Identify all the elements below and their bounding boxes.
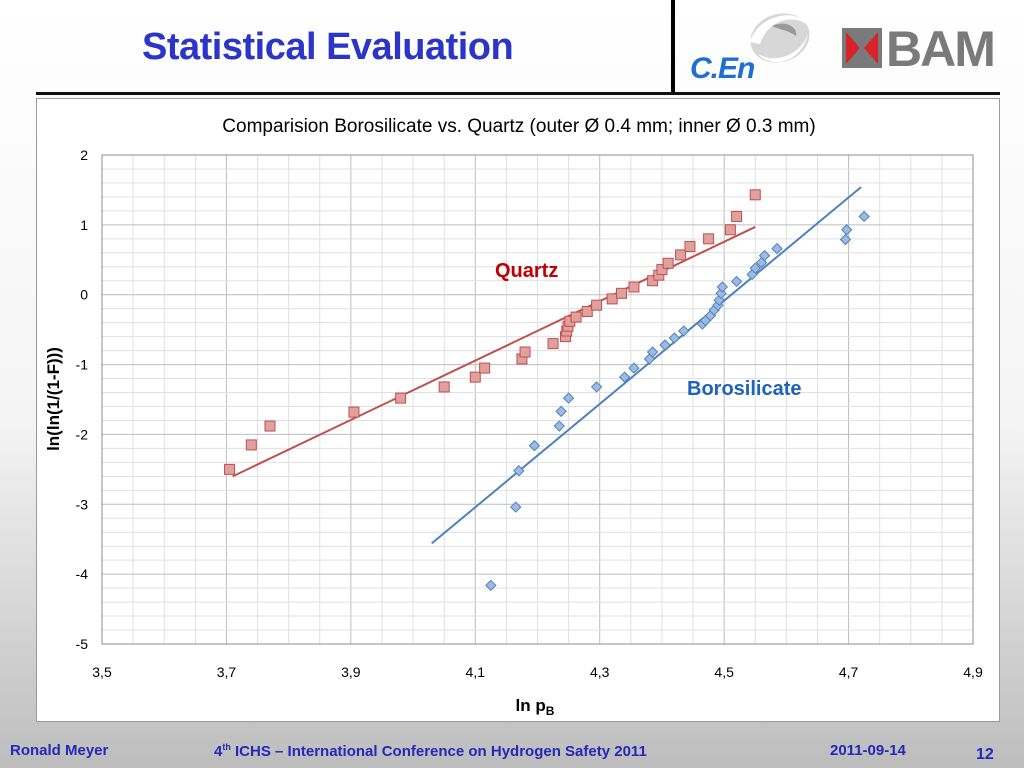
footer-conference: 4th ICHS – International Conference on H… xyxy=(214,742,647,760)
plot-area-border xyxy=(101,154,974,645)
borosilicate-point xyxy=(562,392,575,404)
borosilicate-point xyxy=(528,439,541,452)
borosilicate-point xyxy=(659,339,671,351)
x-axis-label: ln pB xyxy=(516,696,555,718)
borosilicate-point xyxy=(555,405,567,418)
quartz-fit-line xyxy=(232,226,756,478)
x-tick-label: 4,9 xyxy=(963,664,983,680)
y-tick-label: -1 xyxy=(76,357,89,373)
quartz-point xyxy=(395,392,407,404)
quartz-point xyxy=(656,264,668,276)
quartz-point xyxy=(264,420,276,432)
y-tick-label: -4 xyxy=(76,566,89,582)
quartz-point xyxy=(703,233,715,245)
bam-logo-icon xyxy=(842,28,882,68)
borosilicate-series xyxy=(431,186,870,592)
y-tick-labels: 2 1 0 -1 -2 -3 -4 -5 xyxy=(76,147,89,652)
borosilicate-point xyxy=(758,249,771,262)
borosilicate-point xyxy=(553,420,565,432)
chart-title: Comparision Borosilicate vs. Quartz (out… xyxy=(222,116,815,137)
borosilicate-point xyxy=(840,224,853,236)
footer-author: Ronald Meyer xyxy=(10,742,109,759)
page-number: 12 xyxy=(976,746,994,763)
x-tick-label: 4,1 xyxy=(466,664,486,680)
borosilicate-point xyxy=(749,262,761,274)
quartz-point xyxy=(581,305,593,317)
quartz-point xyxy=(647,275,659,287)
bam-logo-text: BAM xyxy=(886,21,996,77)
borosilicate-point xyxy=(716,281,728,293)
borosilicate-point xyxy=(618,371,631,383)
series-layer xyxy=(224,186,870,592)
quartz-point xyxy=(628,281,640,293)
footer-conference-num: 4 xyxy=(214,743,223,760)
footer-conference-rest: ICHS – International Conference on Hydro… xyxy=(230,743,647,760)
y-tick-label: -2 xyxy=(76,426,89,442)
borosilicate-point xyxy=(668,332,681,344)
y-tick-label: 0 xyxy=(80,287,88,303)
x-tick-label: 4,3 xyxy=(590,664,610,680)
x-tick-labels: 3,5 3,7 3,9 4,1 4,3 4,5 4,7 4,9 xyxy=(92,664,983,680)
quartz-point xyxy=(245,439,257,451)
x-tick-label: 4,7 xyxy=(839,664,859,680)
quartz-point xyxy=(731,210,743,222)
header-divider-horizontal xyxy=(36,92,1000,95)
quartz-point xyxy=(469,371,481,383)
borosilicate-point xyxy=(628,362,640,374)
grid xyxy=(101,154,974,645)
borosilicate-point xyxy=(646,346,659,358)
y-tick-label: -5 xyxy=(76,636,89,652)
cen-logo-icon xyxy=(750,13,810,63)
y-tick-label: -3 xyxy=(76,496,89,512)
borosilicate-point xyxy=(858,210,870,223)
borosilicate-annotation: Borosilicate xyxy=(687,378,801,400)
borosilicate-point xyxy=(771,242,783,255)
quartz-point xyxy=(662,257,674,269)
y-tick-label: 2 xyxy=(80,147,88,163)
quartz-point xyxy=(615,287,627,299)
chart: Comparision Borosilicate vs. Quartz (out… xyxy=(44,116,983,718)
borosilicate-point xyxy=(513,465,525,477)
borosilicate-point xyxy=(510,501,522,513)
chart-frame: Comparision Borosilicate vs. Quartz (out… xyxy=(36,98,1000,722)
borosilicate-point xyxy=(677,325,690,337)
quartz-point xyxy=(479,362,491,374)
x-axis-label-sub: B xyxy=(546,704,555,718)
header-divider-vertical xyxy=(671,0,675,94)
quartz-point xyxy=(224,463,236,475)
borosilicate-point xyxy=(730,275,743,288)
borosilicate-point xyxy=(590,381,603,393)
x-tick-label: 4,5 xyxy=(714,664,734,680)
quartz-point xyxy=(547,338,559,350)
quartz-point xyxy=(724,224,736,236)
borosilicate-point xyxy=(839,233,852,246)
quartz-annotation: Quartz xyxy=(495,260,558,282)
footer-date: 2011-09-14 xyxy=(830,742,906,759)
slide-title: Statistical Evaluation xyxy=(142,26,514,68)
x-axis-label-main: ln p xyxy=(516,696,546,715)
y-axis-label: ln(ln(1/(1-F))) xyxy=(44,347,63,451)
y-tick-label: 1 xyxy=(80,217,88,233)
borosilicate-fit-line xyxy=(431,186,862,545)
x-tick-label: 3,7 xyxy=(217,664,237,680)
quartz-point xyxy=(606,293,618,305)
footer-conference-sup: th xyxy=(222,742,231,752)
quartz-point xyxy=(438,381,450,393)
quartz-point xyxy=(684,241,696,253)
quartz-series xyxy=(224,189,761,478)
cen-logo-text: C.En xyxy=(690,52,755,85)
quartz-point xyxy=(570,311,582,323)
x-tick-label: 3,5 xyxy=(92,664,112,680)
quartz-point xyxy=(348,406,360,418)
quartz-point xyxy=(519,346,531,358)
x-tick-label: 3,9 xyxy=(341,664,361,680)
quartz-point xyxy=(749,189,761,201)
borosilicate-point xyxy=(485,579,497,592)
quartz-point xyxy=(675,249,687,261)
quartz-point xyxy=(591,299,603,311)
